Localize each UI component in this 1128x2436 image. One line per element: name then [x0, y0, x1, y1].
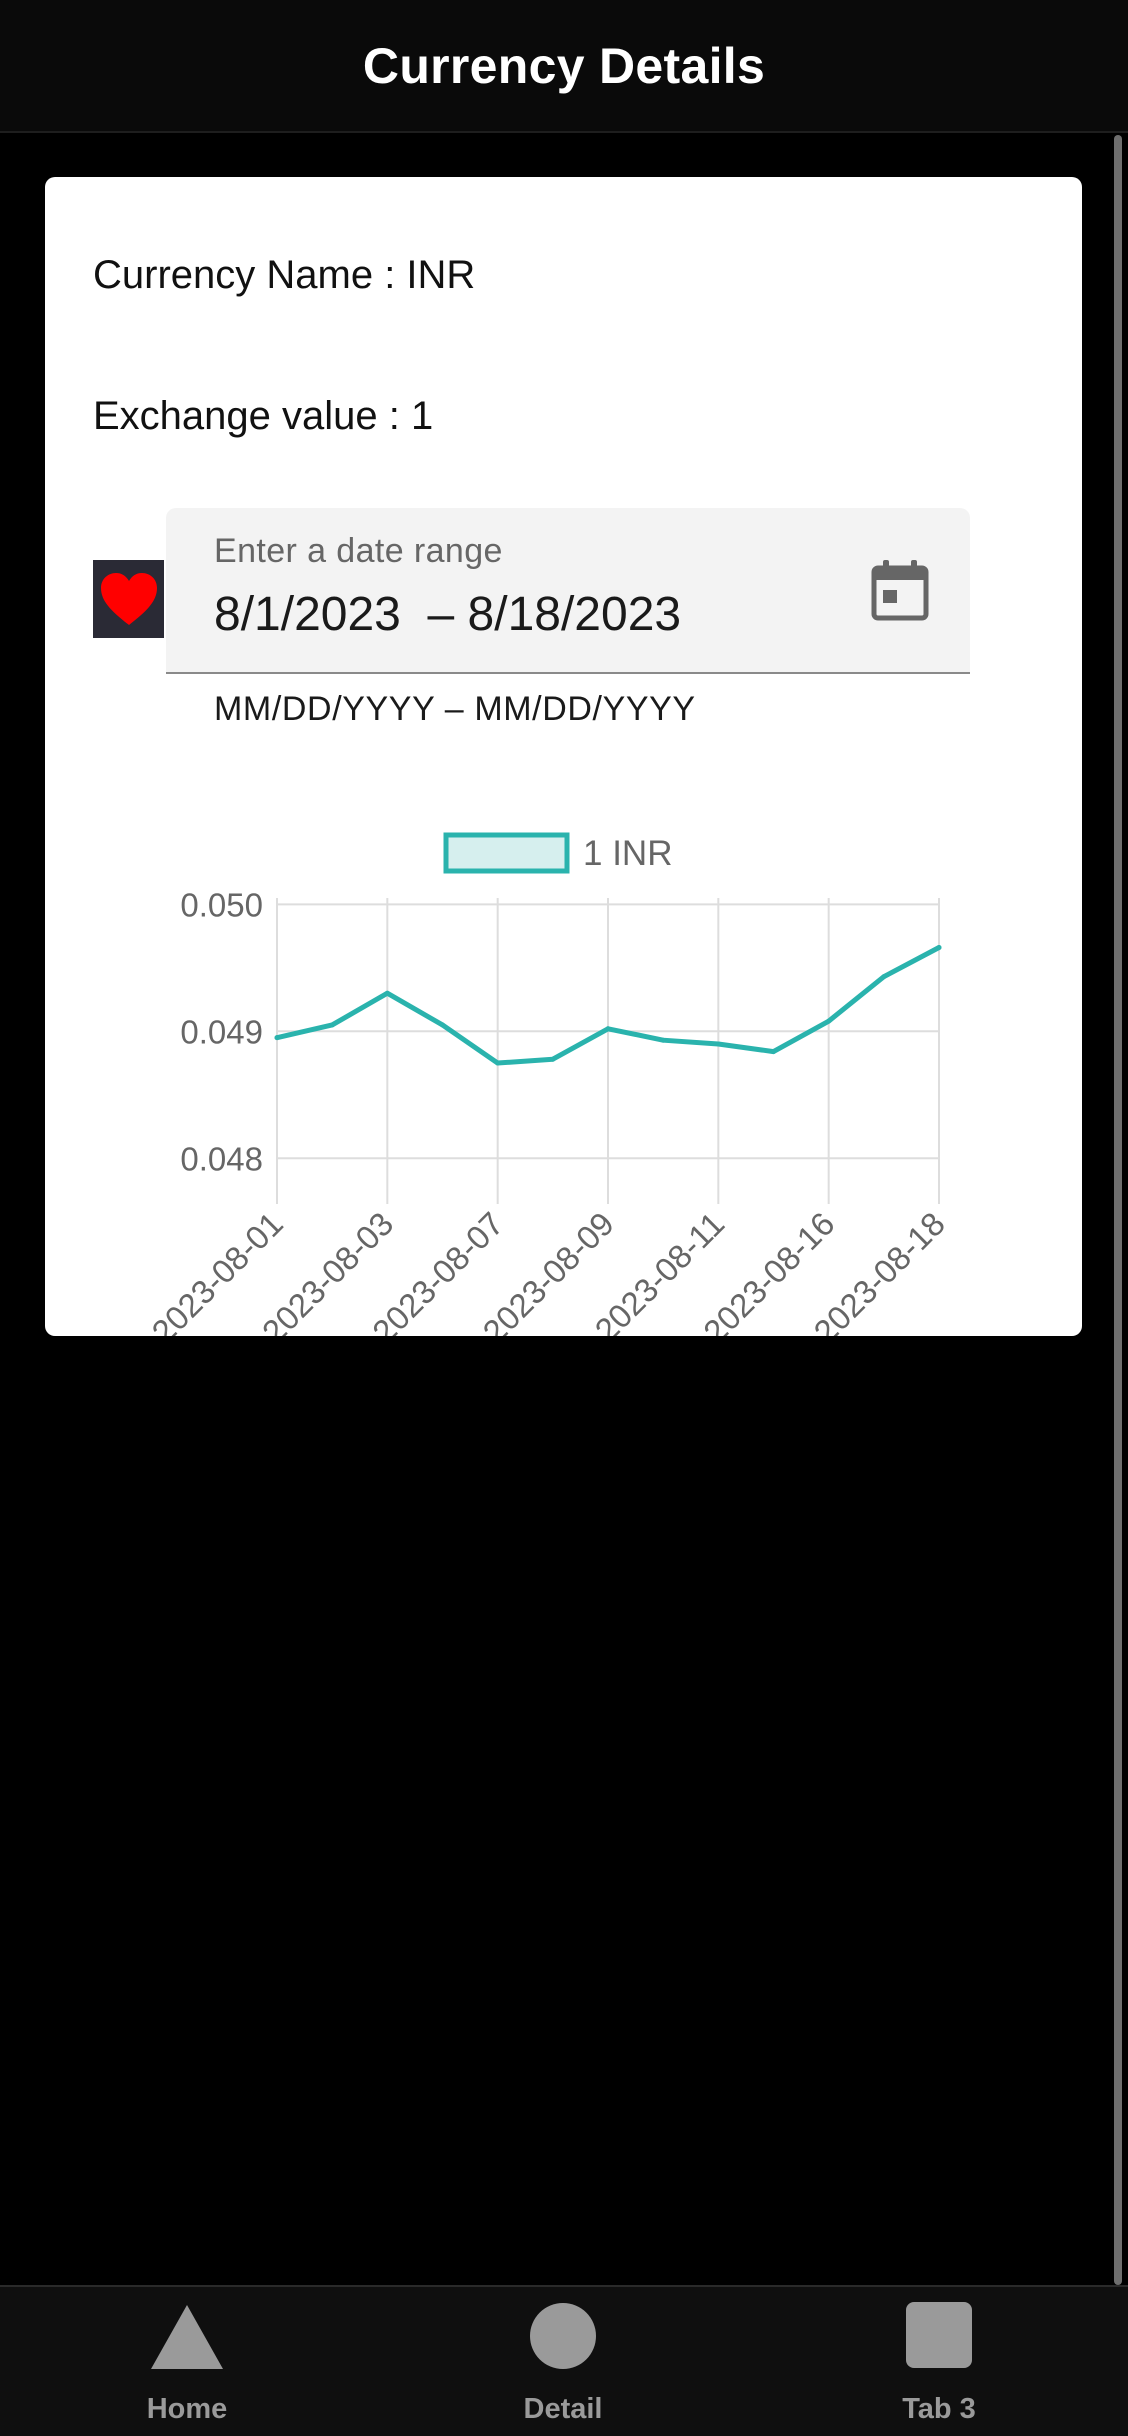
chart-data-point: [936, 945, 942, 951]
date-range-label: Enter a date range: [214, 532, 503, 570]
tab-detail[interactable]: Detail: [443, 2287, 683, 2436]
currency-name-text: Currency Name : INR: [93, 253, 476, 297]
page-title: Currency Details: [362, 37, 766, 94]
triangle-icon: [151, 2305, 223, 2369]
chart-data-point: [440, 1022, 445, 1028]
date-range-field[interactable]: Enter a date range 8/1/2023 – 8/18/2023: [166, 508, 970, 674]
date-range-input[interactable]: 8/1/2023 – 8/18/2023: [214, 588, 682, 641]
chart-legend-label: 1 INR: [583, 834, 672, 873]
chart-data-point: [605, 1026, 611, 1032]
chart-data-point: [495, 1060, 501, 1066]
chart-data-point: [274, 1035, 280, 1041]
chart-data-point: [715, 1041, 721, 1047]
chart-data-point: [826, 1018, 832, 1024]
app-header: Currency Details: [0, 0, 1128, 133]
chart-data-point: [550, 1056, 556, 1062]
tab-detail-label: Detail: [523, 2393, 603, 2425]
tab-3-label: Tab 3: [902, 2393, 976, 2425]
date-format-hint: MM/DD/YYYY – MM/DD/YYYY: [214, 690, 696, 728]
scrollbar[interactable]: [1114, 135, 1122, 2285]
chart-data-point: [881, 974, 887, 980]
tab-3[interactable]: Tab 3: [819, 2287, 1059, 2436]
chart-grid: [276, 898, 940, 1204]
favorite-button[interactable]: [93, 560, 164, 638]
currency-detail-card: Currency Name : INR Exchange value : 1 E…: [45, 177, 1082, 1336]
chart-legend-swatch: [443, 832, 570, 874]
chart-data-point: [771, 1049, 776, 1055]
exchange-value-text: Exchange value : 1: [93, 394, 434, 438]
chart-data-point: [384, 990, 390, 996]
heart-icon: [100, 573, 157, 625]
square-icon: [906, 2302, 972, 2368]
tab-home-label: Home: [146, 2393, 228, 2425]
calendar-icon: [871, 560, 929, 621]
calendar-button[interactable]: [868, 558, 932, 622]
chart-y-tick-label: 0.049: [180, 1013, 263, 1050]
bottom-tab-bar: Home Detail Tab 3: [0, 2285, 1128, 2436]
chart-y-tick-label: 0.048: [180, 1140, 263, 1177]
tab-home[interactable]: Home: [67, 2287, 307, 2436]
chart-data-point: [660, 1037, 666, 1043]
chart-y-tick-label: 0.050: [180, 886, 263, 923]
circle-icon: [530, 2303, 596, 2369]
chart-data-point: [329, 1022, 335, 1028]
